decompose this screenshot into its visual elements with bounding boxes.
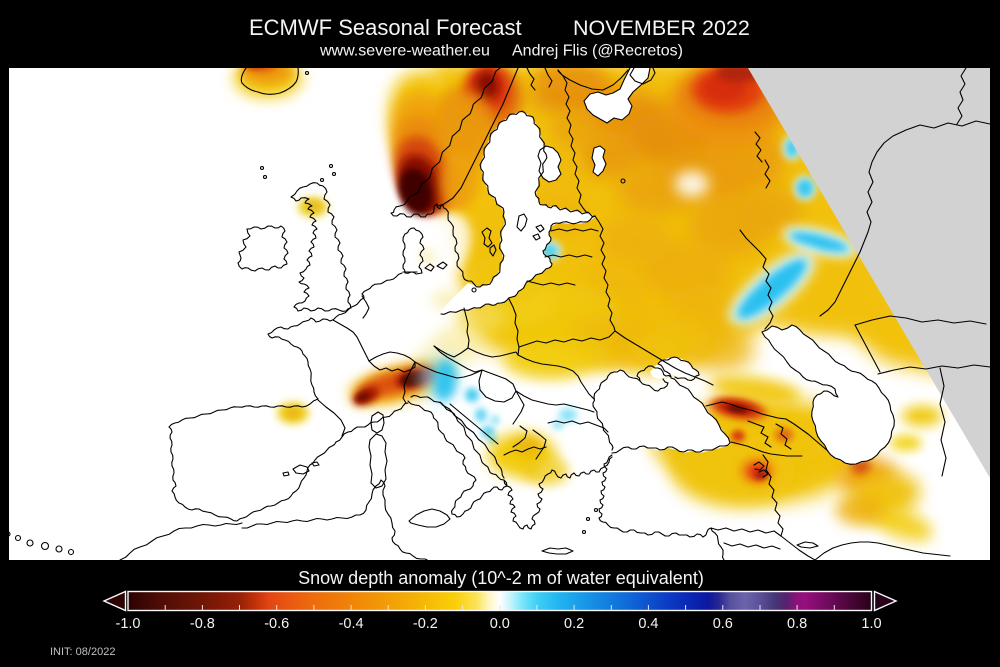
svg-text:Snow depth anomaly (10^-2 m of: Snow depth anomaly (10^-2 m of water equ… [298,568,704,588]
svg-text:0.2: 0.2 [564,616,584,632]
svg-text:0.4: 0.4 [638,616,658,632]
svg-text:-0.4: -0.4 [339,616,364,632]
svg-text:-0.2: -0.2 [413,616,438,632]
svg-text:ECMWF Seasonal Forecast: ECMWF Seasonal Forecast [249,15,522,40]
svg-text:Andrej Flis (@Recretos): Andrej Flis (@Recretos) [512,43,683,60]
svg-text:-1.0: -1.0 [116,616,141,632]
svg-text:-0.8: -0.8 [190,616,215,632]
svg-text:0.6: 0.6 [713,616,733,632]
svg-text:1.0: 1.0 [861,616,881,632]
svg-text:www.severe-weather.eu: www.severe-weather.eu [319,43,490,60]
svg-text:0.0: 0.0 [490,616,510,632]
svg-text:INIT: 08/2022: INIT: 08/2022 [50,646,115,658]
svg-text:-0.6: -0.6 [264,616,289,632]
svg-text:0.8: 0.8 [787,616,807,632]
svg-text:NOVEMBER 2022: NOVEMBER 2022 [573,16,750,40]
